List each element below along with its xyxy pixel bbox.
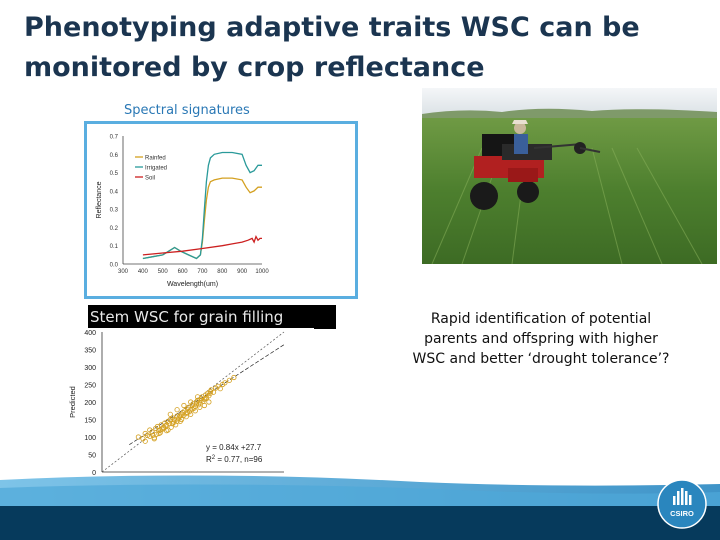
scatter-point [150, 432, 156, 438]
spectral-signatures-label: Spectral signatures [124, 103, 250, 118]
scatter-y-tick-label: 100 [84, 435, 96, 442]
spec-series-line [142, 151, 262, 260]
spectral-axes: 0.0 0.1 0.2 0.3 0.4 0.5 0.6 0.7 300 400 500 600 700 8… [96, 135, 269, 289]
scatter-point [222, 380, 228, 386]
scatter-point [203, 395, 209, 402]
slide-title: Phenotyping adaptive traits WSC can be m… [24, 12, 640, 83]
spec-x-axis-title: Wavelength(um) [167, 281, 218, 288]
spec-x-tick-label: 1000 [255, 269, 269, 275]
scatter-point [157, 427, 163, 433]
r-squared-label: R2 = 0.77, n=96 [206, 455, 263, 464]
scatter-point [217, 386, 223, 392]
scatter-y-axis-title: Predicted [68, 386, 77, 418]
scatter-point [201, 402, 207, 409]
spec-legend-label: Irrigated [145, 166, 167, 172]
scatter-point [167, 411, 173, 417]
spec-x-tick-label: 300 [118, 269, 129, 275]
spec-x-tick-label: 700 [197, 269, 208, 275]
scatter-point [135, 434, 142, 440]
spec-legend-label: Rainfed [145, 156, 166, 162]
scatter-y-tick-label: 200 [84, 400, 96, 407]
scatter-point [174, 413, 180, 419]
body-text: Rapid identification of potential parent… [412, 311, 670, 367]
scatter-point [194, 401, 200, 407]
spectral-chart-frame: 0.0 0.1 0.2 0.3 0.4 0.5 0.6 0.7 300 400 500 600 700 8… [84, 121, 358, 299]
scatter-point [197, 404, 203, 410]
spec-y-tick-label: 0.2 [110, 226, 119, 232]
spec-series-line [142, 177, 262, 260]
scatter-point [195, 394, 201, 400]
scatter-point [226, 377, 232, 383]
scatter-point [149, 429, 155, 435]
spec-y-tick-label: 0.7 [110, 135, 119, 141]
spectral-series [142, 151, 262, 260]
spec-y-tick-label: 0.6 [110, 153, 119, 159]
spec-x-tick-label: 800 [217, 269, 228, 275]
scatter-y-tick-label: 300 [84, 365, 96, 372]
spec-x-tick-label: 900 [237, 269, 248, 275]
csiro-logo: CSIRO [657, 479, 707, 529]
spectral-chart: 0.0 0.1 0.2 0.3 0.4 0.5 0.6 0.7 300 400 500 600 700 8… [96, 135, 269, 289]
scatter-point [198, 397, 204, 403]
svg-text:CSIRO: CSIRO [670, 509, 694, 518]
scatter-point [165, 427, 171, 433]
spec-y-tick-label: 0.0 [110, 263, 119, 269]
scatter-point [184, 409, 191, 416]
spec-y-tick-label: 0.1 [110, 244, 119, 250]
scatter-y-tick-label: 250 [84, 383, 96, 390]
scatter-point [181, 402, 187, 409]
scatter-y-tick-label: 0 [92, 470, 96, 477]
field-photo [422, 88, 717, 264]
scatter-point [151, 436, 157, 442]
scatter-y-tick-label: 150 [84, 418, 96, 425]
footer-band: CSIRO [0, 475, 720, 540]
spec-x-tick-label: 400 [138, 269, 149, 275]
scatter-point [147, 433, 153, 439]
scatter-y-tick-label: 50 [88, 453, 96, 460]
spectral-legend: Rainfed Irrigated Soil [135, 156, 167, 182]
scatter-point [142, 438, 148, 444]
spec-legend-label: Soil [145, 176, 155, 182]
scatter-point [210, 389, 217, 395]
scatter-point [171, 416, 177, 423]
scatter-y-tick-label: 350 [84, 348, 96, 355]
spec-x-tick-label: 500 [158, 269, 169, 275]
spec-y-tick-label: 0.5 [110, 171, 119, 177]
stem-wsc-label: Stem WSC for grain filling [88, 305, 336, 329]
spec-y-tick-label: 0.4 [110, 189, 119, 195]
scatter-point [164, 422, 170, 428]
scatter-point [207, 390, 213, 396]
spec-y-tick-label: 0.3 [110, 208, 119, 214]
spec-series-line [142, 235, 262, 256]
regression-equation: y = 0.84x +27.7 [206, 443, 262, 452]
scatter-y-tick-label: 400 [84, 330, 96, 337]
scatter-point [174, 407, 180, 413]
scatter-point [156, 430, 162, 437]
scatter-point [188, 399, 194, 405]
scatter-point [177, 413, 183, 419]
scatter-point [231, 374, 237, 381]
scatter-point [179, 416, 185, 423]
spec-x-tick-label: 600 [178, 269, 189, 275]
scatter-point [168, 424, 174, 430]
spec-y-axis-title: Reflectance [96, 181, 103, 218]
scatter-point [206, 399, 212, 405]
scatter-point [189, 406, 195, 412]
scatter-points [135, 374, 237, 444]
vehicle [470, 120, 601, 210]
